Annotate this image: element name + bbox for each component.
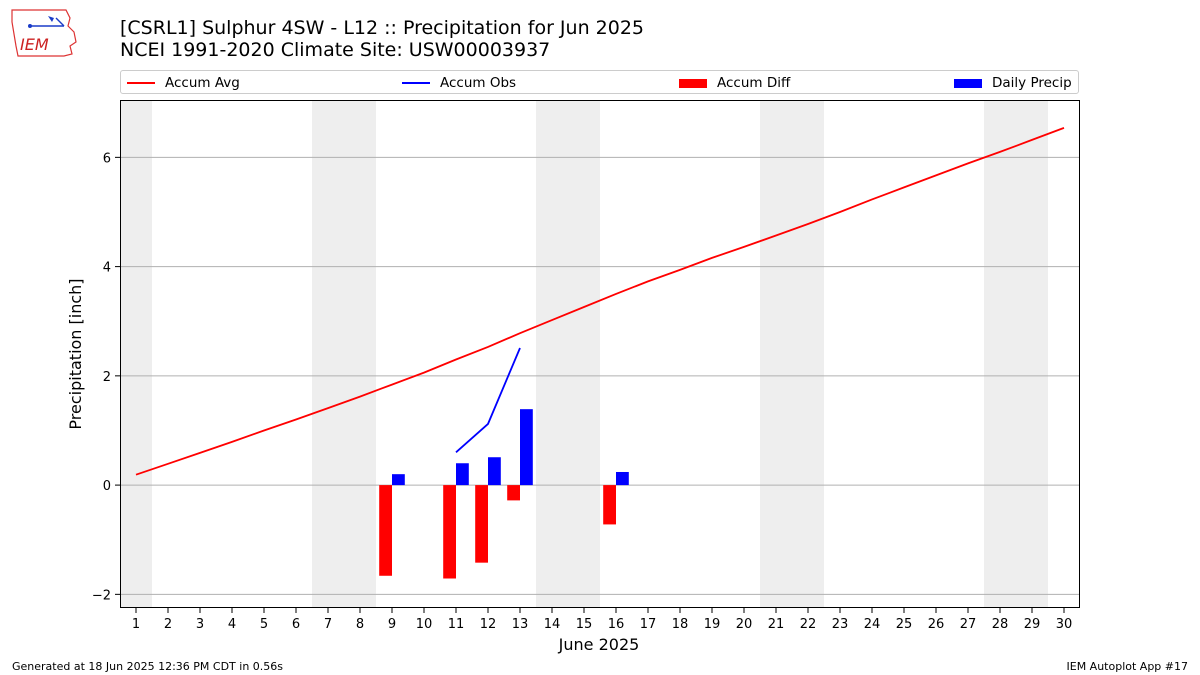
x-tick-label: 20 — [736, 617, 753, 632]
x-tick-label: 17 — [640, 617, 657, 632]
weekend-shade — [984, 100, 1048, 608]
footer-generated: Generated at 18 Jun 2025 12:36 PM CDT in… — [12, 660, 284, 673]
weekend-shade — [120, 100, 152, 608]
y-tick-label: 2 — [103, 370, 111, 385]
x-tick-label: 13 — [512, 617, 529, 632]
footer-app: IEM Autoplot App #17 — [1066, 660, 1189, 673]
y-tick-label: −2 — [92, 588, 111, 603]
x-tick-label: 14 — [544, 617, 561, 632]
legend-item-accum-diff: Accum Diff — [679, 74, 790, 92]
chart-title: [CSRL1] Sulphur 4SW - L12 :: Precipitati… — [120, 17, 645, 39]
daily-precip-bar — [520, 409, 533, 486]
weekend-shade — [760, 100, 824, 608]
iem-logo: IEM — [11, 9, 77, 57]
x-tick-label: 4 — [228, 617, 236, 632]
x-tick-label: 3 — [196, 617, 204, 632]
legend-label: Accum Obs — [440, 75, 517, 91]
legend-label: Accum Diff — [717, 75, 791, 91]
y-axis-label: Precipitation [inch] — [66, 278, 85, 429]
legend-item-daily-precip: Daily Precip — [954, 74, 1072, 92]
x-tick-label: 28 — [992, 617, 1009, 632]
chart-legend: Accum Avg Accum Obs Accum Diff Daily Pre… — [120, 70, 1079, 94]
logo-text: IEM — [20, 35, 49, 54]
x-tick-label: 22 — [800, 617, 817, 632]
y-tick-label: 0 — [103, 479, 111, 494]
accum-diff-bar — [443, 485, 456, 579]
legend-swatch — [127, 82, 155, 84]
daily-precip-bar — [616, 471, 629, 486]
x-tick-label: 6 — [292, 617, 300, 632]
x-tick-label: 19 — [704, 617, 721, 632]
x-tick-label: 21 — [768, 617, 785, 632]
x-tick-label: 8 — [356, 617, 364, 632]
chart-subtitle: NCEI 1991-2020 Climate Site: USW00003937 — [120, 39, 551, 61]
x-tick-label: 29 — [1024, 617, 1041, 632]
legend-label: Accum Avg — [165, 75, 240, 91]
x-tick-label: 5 — [260, 617, 268, 632]
accum-avg-line — [135, 127, 1065, 476]
daily-precip-bar — [392, 474, 405, 486]
x-tick-label: 9 — [388, 617, 396, 632]
accum-diff-bar — [603, 485, 616, 525]
y-tick-label: 4 — [103, 261, 111, 276]
x-tick-label: 2 — [164, 617, 172, 632]
x-tick-label: 26 — [928, 617, 945, 632]
legend-item-accum-obs: Accum Obs — [402, 74, 516, 92]
x-tick-label: 23 — [832, 617, 849, 632]
accum-diff-bar — [507, 485, 520, 501]
plot-frame — [120, 100, 1080, 608]
x-tick-label: 12 — [480, 617, 497, 632]
weekend-shade — [312, 100, 376, 608]
x-tick-label: 25 — [896, 617, 913, 632]
x-tick-label: 27 — [960, 617, 977, 632]
x-tick-label: 15 — [576, 617, 593, 632]
legend-swatch — [954, 78, 982, 88]
x-tick-label: 10 — [416, 617, 433, 632]
x-tick-label: 16 — [608, 617, 625, 632]
legend-swatch — [679, 78, 707, 88]
x-tick-label: 18 — [672, 617, 689, 632]
accum-diff-bar — [379, 485, 392, 576]
x-tick-label: 24 — [864, 617, 881, 632]
legend-label: Daily Precip — [992, 75, 1072, 91]
weekend-shade — [536, 100, 600, 608]
accum-diff-bar — [475, 485, 488, 563]
x-tick-label: 11 — [448, 617, 465, 632]
accum-obs-line — [455, 347, 521, 453]
legend-swatch — [402, 82, 430, 84]
x-axis-label: June 2025 — [558, 635, 640, 654]
x-tick-label: 7 — [324, 617, 332, 632]
daily-precip-bar — [488, 457, 501, 486]
legend-item-accum-avg: Accum Avg — [127, 74, 240, 92]
y-tick-label: 6 — [103, 151, 111, 166]
x-tick-label: 30 — [1056, 617, 1073, 632]
x-tick-label: 1 — [132, 617, 140, 632]
daily-precip-bar — [456, 463, 469, 486]
